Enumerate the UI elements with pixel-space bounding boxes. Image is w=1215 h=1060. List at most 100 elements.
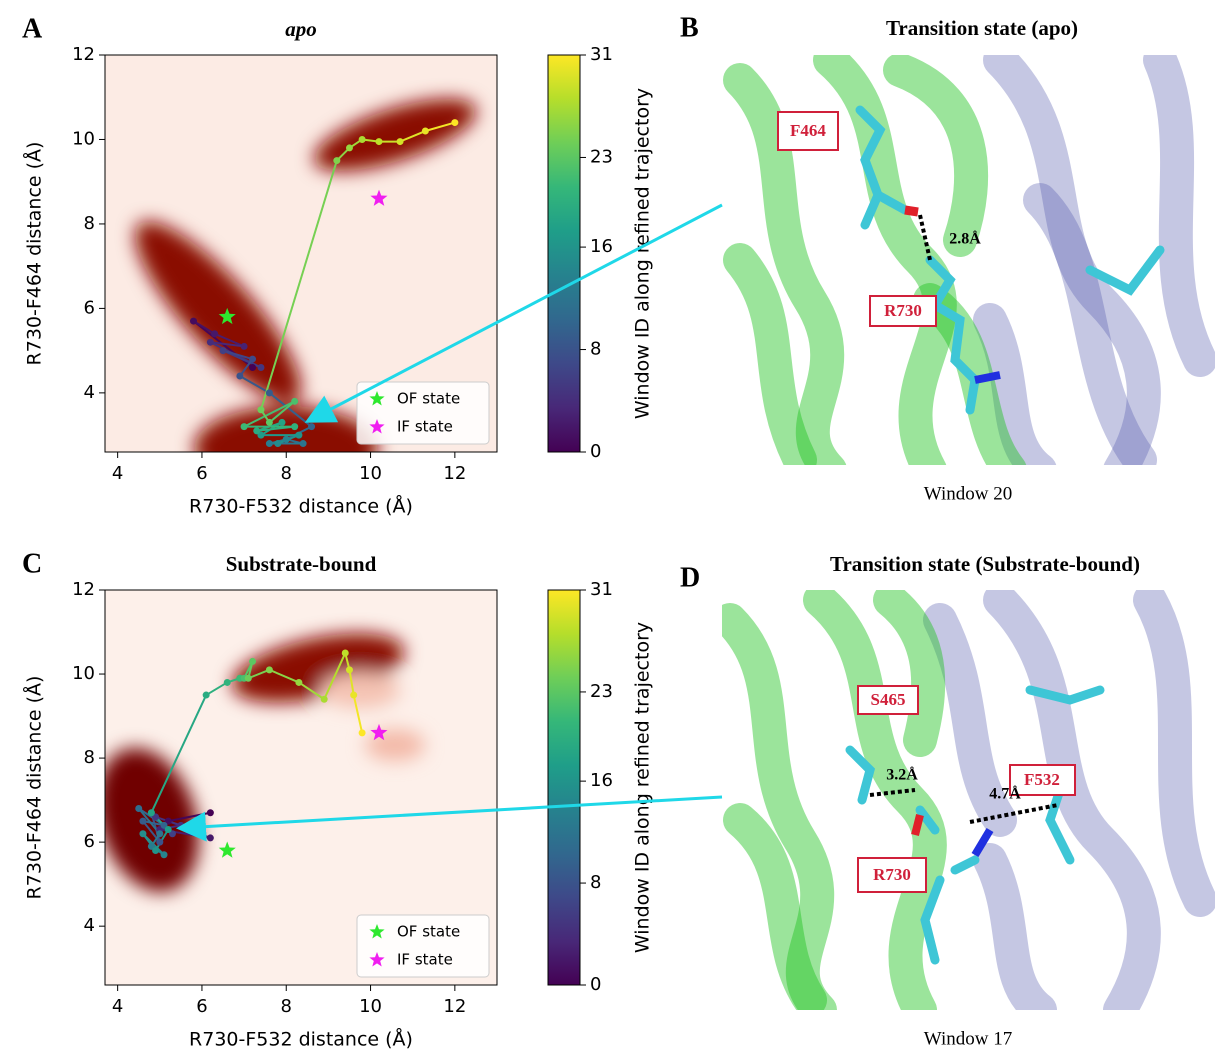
x-tick-label: 10 — [359, 463, 382, 484]
residue-label: S465 — [871, 690, 906, 709]
trajectory-point — [156, 838, 164, 846]
plot-frame — [104, 54, 498, 453]
distance-label: 2.8Å — [949, 230, 981, 248]
colorbar-tick-label: 23 — [590, 146, 613, 167]
trajectory-point — [274, 440, 282, 448]
colorbar — [547, 54, 581, 453]
distance-label: 3.2Å — [886, 766, 918, 784]
heatmap — [105, 590, 497, 985]
trajectory-point — [211, 330, 219, 338]
trajectory-point — [345, 144, 353, 152]
legend-box — [356, 381, 490, 445]
x-tick-label: 4 — [112, 996, 123, 1017]
trajectory-point — [358, 135, 366, 143]
trajectory-segment — [268, 400, 296, 424]
trajectory-point — [249, 364, 257, 372]
trajectory-segment — [399, 130, 426, 143]
trajectory-point — [333, 157, 341, 165]
connector-arrow — [304, 203, 723, 423]
trajectory-point — [345, 666, 353, 674]
colorbar-label: Window ID along refined trajectory — [632, 88, 654, 419]
trajectory-point — [147, 809, 155, 817]
trajectory-segment — [239, 358, 254, 377]
x-tick-label: 12 — [443, 996, 466, 1017]
y-axis-label: R730-F464 distance (Å) — [23, 676, 46, 900]
legend-label: IF state — [397, 951, 453, 969]
trajectory-point — [308, 423, 316, 431]
panel-letter: B — [680, 12, 699, 43]
trajectory-point — [223, 678, 231, 686]
caption: Window 17 — [924, 1028, 1012, 1049]
residue-label: R730 — [884, 301, 922, 320]
trajectory-point — [396, 138, 404, 146]
trajectory-segment — [205, 681, 228, 696]
trajectory-point — [358, 729, 366, 737]
trajectory-point — [291, 397, 299, 405]
x-tick-label: 8 — [281, 463, 292, 484]
trajectory-point — [202, 691, 210, 699]
legend-marker — [369, 391, 385, 406]
x-tick-label: 12 — [443, 463, 466, 484]
trajectory-point — [257, 406, 265, 414]
trajectory-point — [295, 431, 303, 439]
residue-label: F464 — [790, 121, 826, 140]
trajectory-segment — [214, 332, 245, 348]
x-tick-label: 8 — [281, 996, 292, 1017]
connector-arrow — [176, 795, 723, 842]
x-tick-label: 4 — [112, 463, 123, 484]
chart-title: Substrate-bound — [226, 552, 377, 576]
trajectory-segment — [243, 400, 296, 428]
trajectory-point — [295, 678, 303, 686]
trajectory-point — [244, 674, 252, 682]
legend-box — [356, 914, 490, 978]
trajectory-segment — [142, 820, 165, 827]
trajectory-point — [320, 695, 328, 703]
trajectory-segment — [298, 681, 325, 701]
trajectory-point — [206, 338, 214, 346]
trajectory-point — [156, 830, 164, 838]
trajectory-point — [282, 435, 290, 443]
legend-marker — [369, 952, 385, 967]
trajectory-segment — [425, 121, 456, 132]
legend-marker — [369, 419, 385, 434]
colorbar-tick-label: 23 — [590, 681, 613, 702]
trajectory-point — [135, 805, 143, 813]
y-tick-label: 12 — [72, 44, 95, 65]
colorbar-tick-label: 31 — [590, 579, 613, 600]
trajectory-point — [139, 830, 147, 838]
caption: Window 20 — [924, 483, 1012, 504]
legend-label: OF state — [397, 923, 460, 941]
colorbar — [547, 589, 581, 986]
trajectory-segment — [352, 694, 364, 734]
trajectory-point — [206, 834, 214, 842]
state-marker — [218, 307, 236, 325]
colorbar-tick-label: 8 — [590, 872, 601, 893]
colorbar-tick-label: 16 — [590, 236, 613, 257]
trajectory-point — [160, 851, 168, 859]
legend-label: OF state — [397, 390, 460, 408]
state-marker — [370, 189, 388, 206]
panel-letter: C — [22, 548, 42, 579]
trajectory-point — [278, 418, 286, 426]
trajectory-segment — [323, 652, 347, 700]
trajectory-point — [139, 817, 147, 825]
y-tick-label: 12 — [72, 579, 95, 600]
chart-title: apo — [285, 17, 317, 41]
x-tick-label: 6 — [196, 996, 207, 1017]
panel-letter: A — [22, 13, 43, 44]
trajectory-point — [265, 666, 273, 674]
y-tick-label: 8 — [84, 213, 95, 234]
trajectory-point — [421, 127, 429, 135]
residue-label: R730 — [873, 865, 911, 884]
trajectory-segment — [222, 349, 253, 361]
y-tick-label: 4 — [84, 382, 95, 403]
x-tick-label: 6 — [196, 463, 207, 484]
trajectory-point — [265, 440, 273, 448]
trajectory-point — [219, 347, 227, 355]
panel-letter: D — [680, 562, 700, 593]
heatmap — [105, 55, 497, 452]
trajectory-point — [240, 342, 248, 350]
residue-label: F532 — [1024, 770, 1060, 789]
trajectory-point — [265, 389, 273, 397]
